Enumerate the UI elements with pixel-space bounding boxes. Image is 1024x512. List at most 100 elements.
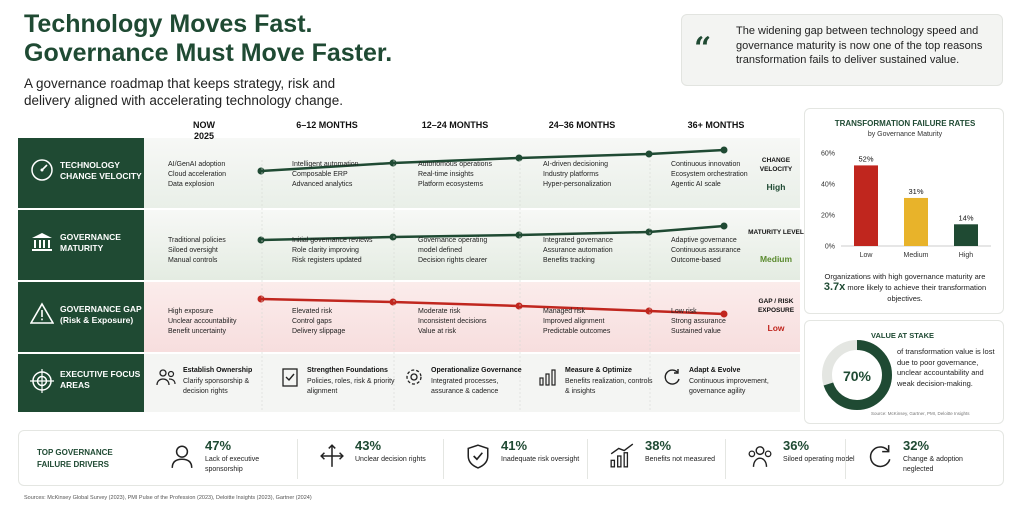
cell-line: Moderate risk <box>418 308 461 315</box>
row-0-cell-1: Intelligent automation Composable ERP Adva… <box>292 160 412 190</box>
gap-end-value: Low <box>767 323 785 333</box>
cell-line: Role clarity improving <box>292 247 359 254</box>
row-label-gap: GOVERNANCE GAP (Risk & Exposure) <box>18 282 144 352</box>
driver-label: Inadequate risk oversight <box>501 456 580 463</box>
gap-point <box>645 307 653 315</box>
cell-line: Unclear accountability <box>168 318 237 325</box>
cell-line: Ecosystem orchestration <box>671 171 748 178</box>
cell-line: Managed risk <box>543 308 586 315</box>
maturity-point <box>645 228 653 236</box>
driver-separator <box>845 439 846 479</box>
driver-percent: 43% <box>355 438 382 453</box>
row-label-velocity: TECHNOLOGY CHANGE VELOCITY <box>18 138 144 208</box>
cell-line: Industry platforms <box>543 171 599 178</box>
cell-line: Assurance automation <box>543 247 613 254</box>
driver-percent: 36% <box>783 438 810 453</box>
band-gap-bg <box>18 282 800 352</box>
phase-now: NOW 2025 <box>193 120 215 141</box>
y-tick-label: 60% <box>821 151 835 158</box>
split-arrows-icon <box>320 444 344 467</box>
title-line-2: Governance Must Move Faster. <box>24 39 393 67</box>
maturity-point <box>257 236 265 244</box>
cell-line: AI-driven decisioning <box>543 161 608 168</box>
cell-line: Governance operating <box>418 237 488 244</box>
cell-line: Low risk <box>671 308 697 315</box>
cell-line: Siloed oversight <box>168 247 218 254</box>
cell-line: Hyper-personalization <box>543 181 612 188</box>
velocity-end-label: CHANGE VELOCITY <box>759 157 793 173</box>
people-icon <box>156 369 176 386</box>
quote-text: The widening gap between technology spee… <box>736 25 983 66</box>
value-at-stake-card: 70% VALUE AT STAKE of transformation val… <box>804 320 1004 424</box>
failure-rates-chart: 0% 20% 40% 60% 52% Low 31% Medium 14% High <box>821 151 991 259</box>
bar-high <box>954 224 978 246</box>
checklist-icon <box>282 368 298 387</box>
y-tick-label: 0% <box>825 244 835 251</box>
y-tick-label: 40% <box>821 182 835 189</box>
cell-line: Integrated governance <box>543 237 614 244</box>
cell-line: Predictable outcomes <box>543 328 611 335</box>
driver-separator <box>297 439 298 479</box>
rates-subtitle: by Governance Maturity <box>867 131 943 138</box>
focus-item-title: Strengthen Foundations <box>307 367 388 374</box>
value-at-stake-source: Source: McKinsey, Gartner, PMI, Deloitte… <box>871 411 970 416</box>
bar-low <box>854 165 878 246</box>
focus-item-desc: Clarify sponsorship & decision rights <box>183 378 250 395</box>
phase-12-24: 12–24 MONTHS <box>421 120 489 130</box>
cell-line: Continuous innovation <box>671 161 741 168</box>
cell-line: Real-time insights <box>418 171 474 178</box>
cell-line: Risk registers updated <box>292 257 362 264</box>
title-line-1: Technology Moves Fast. <box>24 10 313 38</box>
bar-chart-icon <box>539 369 556 386</box>
row-2-cell-3: Managed risk Improved alignment Predictabl… <box>543 307 663 337</box>
row-label-maturity: GOVERNANCE MATURITY <box>18 210 144 280</box>
gap-point <box>720 310 728 318</box>
row-0-cell-2: Autonomous operations Real-time insights P… <box>418 160 538 190</box>
driver-label: Change & adoption neglected <box>903 456 963 473</box>
quote-icon: “ <box>694 31 712 66</box>
phase-6-12: 6–12 MONTHS <box>296 120 358 130</box>
cell-line: Manual controls <box>168 257 218 264</box>
cell-line: Benefit uncertainty <box>168 328 226 335</box>
bar-value-label: 52% <box>858 154 873 163</box>
focus-item-title: Adapt & Evolve <box>689 367 741 374</box>
institution-icon <box>32 233 52 251</box>
gear-icon <box>406 369 422 385</box>
driver-percent: 32% <box>903 438 930 453</box>
row-2-cell-0: High exposure Unclear accountability Benef… <box>168 307 288 337</box>
rates-note: Organizations with high governance matur… <box>823 272 987 303</box>
cell-line: Adaptive governance <box>671 237 737 244</box>
focus-item-desc: Integrated processes, assurance & cadenc… <box>431 378 499 395</box>
row-1-cell-2: Governance operating model defined Decisio… <box>418 236 538 266</box>
cell-line: Value at risk <box>418 328 456 335</box>
driver-separator <box>587 439 588 479</box>
y-tick-label: 20% <box>821 213 835 220</box>
cell-line: Data explosion <box>168 181 215 188</box>
velocity-point <box>720 146 728 154</box>
focus-item-title: Operationalize Governance <box>431 367 522 374</box>
row-1-cell-0: Traditional policies Siloed oversight Manu… <box>168 236 288 266</box>
row-1-cell-3: Integrated governance Assurance automatio… <box>543 236 663 266</box>
cell-line: model defined <box>418 247 462 254</box>
cell-line: Composable ERP <box>292 171 348 178</box>
phase-36-plus: 36+ MONTHS <box>687 120 745 130</box>
velocity-point <box>645 150 653 158</box>
focus-item-title: Measure & Optimize <box>565 367 632 374</box>
speedometer-icon <box>31 159 53 181</box>
person-icon <box>171 445 193 468</box>
cell-line: Traditional policies <box>168 237 226 244</box>
cell-line: Intelligent automation <box>292 161 359 168</box>
maturity-point <box>720 222 728 230</box>
cell-line: Cloud acceleration <box>168 171 226 178</box>
band-maturity-bg <box>18 210 800 280</box>
maturity-end-value: Medium <box>759 254 793 264</box>
cell-line: Decision rights clearer <box>418 257 488 264</box>
cell-line: Advanced analytics <box>292 181 353 188</box>
rates-title: TRANSFORMATION FAILURE RATES <box>834 119 976 128</box>
driver-label: Lack of executive sponsorship <box>205 456 260 473</box>
cell-line: Continuous assurance <box>671 247 741 254</box>
velocity-point <box>257 167 265 175</box>
sources-footnote: Sources: McKinsey Global Survey (2023), … <box>24 495 312 501</box>
gap-end-label: GAP / RISK EXPOSURE <box>757 298 795 314</box>
